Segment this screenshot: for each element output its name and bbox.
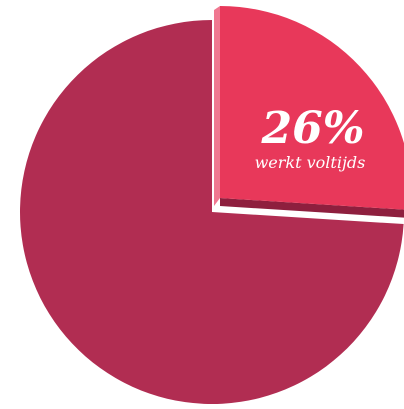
slice-percentage-label: 26% bbox=[260, 103, 364, 154]
pie-slice-remaining bbox=[19, 20, 404, 404]
pie-slice-highlight-edge bbox=[214, 6, 220, 206]
pie-slice-highlight bbox=[220, 6, 404, 210]
slice-description-label: werkt voltijds bbox=[255, 153, 366, 172]
highlight-slice-group bbox=[214, 6, 404, 218]
main-slice-group bbox=[19, 20, 404, 404]
pie-slice-highlight-side bbox=[220, 198, 404, 218]
